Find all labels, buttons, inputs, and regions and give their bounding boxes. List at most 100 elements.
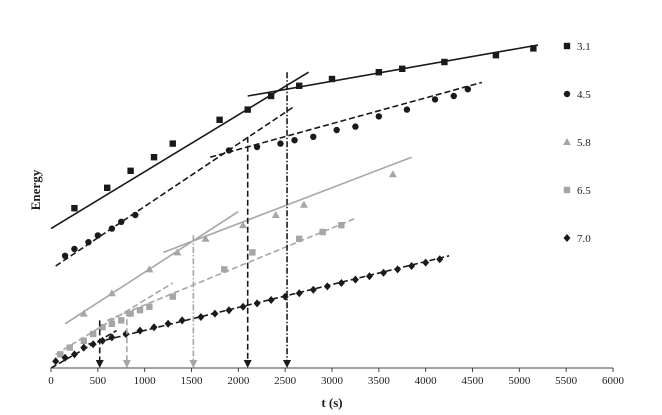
legend-marker-7-0 (563, 234, 571, 242)
x-tick-label: 5500 (555, 375, 578, 387)
data-point-5-8 (239, 221, 248, 229)
data-point-5-8 (201, 234, 210, 242)
data-point-3-1 (399, 65, 406, 72)
data-point-4-5 (464, 86, 472, 93)
data-point-3-1 (492, 52, 500, 59)
x-tick-label: 2500 (274, 375, 297, 387)
x-tick-label: 5000 (508, 375, 531, 387)
data-point-6-5 (99, 324, 106, 331)
data-point-5-8 (173, 248, 182, 256)
data-point-4-5 (277, 140, 284, 147)
data-point-7-0 (422, 258, 430, 267)
data-point-7-0 (323, 282, 331, 291)
data-point-5-8 (107, 289, 116, 297)
data-point-3-1 (328, 75, 336, 83)
data-point-7-0 (164, 319, 172, 328)
data-point-4-5 (94, 232, 102, 239)
data-point-6-5 (221, 266, 228, 273)
data-point-3-1 (169, 140, 176, 147)
x-tick-label: 3000 (321, 375, 344, 387)
data-point-4-5 (375, 113, 383, 120)
data-point-4-5 (450, 92, 457, 100)
data-point-4-5 (118, 218, 125, 225)
fit-line-3-1 (50, 71, 309, 230)
x-tick-label: 2000 (227, 375, 250, 387)
data-point-7-0 (99, 336, 107, 345)
fit-line-4-5 (55, 105, 295, 267)
data-point-7-0 (80, 343, 88, 352)
drop-arrowhead (189, 360, 198, 368)
data-point-7-0 (122, 330, 130, 338)
data-point-3-1 (244, 106, 251, 113)
x-tick-label: 4000 (415, 375, 438, 387)
x-tick-label: 500 (90, 375, 107, 387)
data-point-4-5 (61, 252, 69, 259)
data-point-7-0 (351, 275, 359, 284)
drop-arrowhead (283, 360, 292, 368)
data-point-5-8 (299, 200, 308, 208)
data-point-3-1 (150, 154, 158, 161)
data-point-6-5 (249, 249, 256, 256)
data-point-7-0 (61, 353, 69, 362)
data-point-6-5 (169, 293, 176, 300)
legend-marker-5-8 (563, 138, 571, 145)
data-point-7-0 (365, 272, 373, 281)
data-point-6-5 (338, 222, 345, 229)
data-point-7-0 (225, 306, 233, 315)
legend-marker-3-1 (563, 42, 571, 50)
data-point-7-0 (150, 323, 158, 332)
data-point-4-5 (85, 239, 92, 246)
data-point-6-5 (296, 235, 303, 242)
axes: t (s) Energy 0 500 1000 1500 2000 2500 3000 350… (28, 169, 625, 410)
data-point-6-5 (146, 303, 153, 310)
legend-marker-6-5 (563, 186, 571, 194)
x-tick-label: 1000 (134, 375, 157, 387)
data-point-6-5 (80, 337, 87, 344)
x-tick-label: 4500 (462, 375, 485, 387)
drop-arrowhead (243, 360, 252, 368)
data-point-4-5 (291, 137, 298, 144)
fit-line-6-5 (106, 217, 356, 322)
data-point-4-5 (253, 143, 261, 151)
data-point-6-5 (89, 330, 97, 338)
data-point-7-0 (89, 340, 97, 349)
data-point-7-0 (309, 285, 317, 294)
data-point-6-5 (57, 351, 64, 358)
data-point-6-5 (319, 228, 326, 236)
legend-marker-4-5 (563, 90, 571, 98)
data-point-3-1 (375, 69, 383, 76)
data-point-3-1 (296, 82, 303, 89)
plot-area (50, 44, 539, 369)
data-point-5-8 (145, 265, 154, 273)
x-tick-label: 6000 (602, 375, 625, 387)
data-point-6-5 (136, 307, 144, 314)
data-point-3-1 (104, 184, 111, 191)
legend-label-7-0: 7.0 (577, 233, 591, 245)
legend-label-5-8: 5.8 (577, 137, 591, 149)
data-point-3-1 (71, 205, 78, 212)
data-point-7-0 (408, 262, 416, 270)
data-point-7-0 (253, 299, 261, 308)
data-point-7-0 (295, 289, 303, 298)
data-point-7-0 (380, 268, 388, 277)
data-point-7-0 (211, 309, 219, 318)
data-point-3-1 (267, 92, 275, 100)
data-point-7-0 (239, 302, 247, 311)
data-point-4-5 (431, 96, 439, 103)
data-point-6-5 (127, 310, 134, 317)
data-point-3-1 (530, 45, 537, 52)
data-point-6-5 (118, 317, 125, 324)
legend-label-6-5: 6.5 (577, 185, 591, 197)
x-axis-title: t (s) (321, 395, 342, 410)
fit-line-5-8 (64, 210, 239, 325)
y-axis-title: Energy (28, 169, 43, 210)
data-point-7-0 (337, 279, 345, 287)
data-point-4-5 (108, 225, 116, 232)
data-point-4-5 (225, 147, 233, 154)
fit-line-4-5 (210, 81, 483, 158)
x-tick-label: 0 (48, 375, 54, 387)
data-point-4-5 (333, 126, 340, 134)
data-point-4-5 (71, 245, 78, 253)
data-point-4-5 (132, 211, 139, 219)
